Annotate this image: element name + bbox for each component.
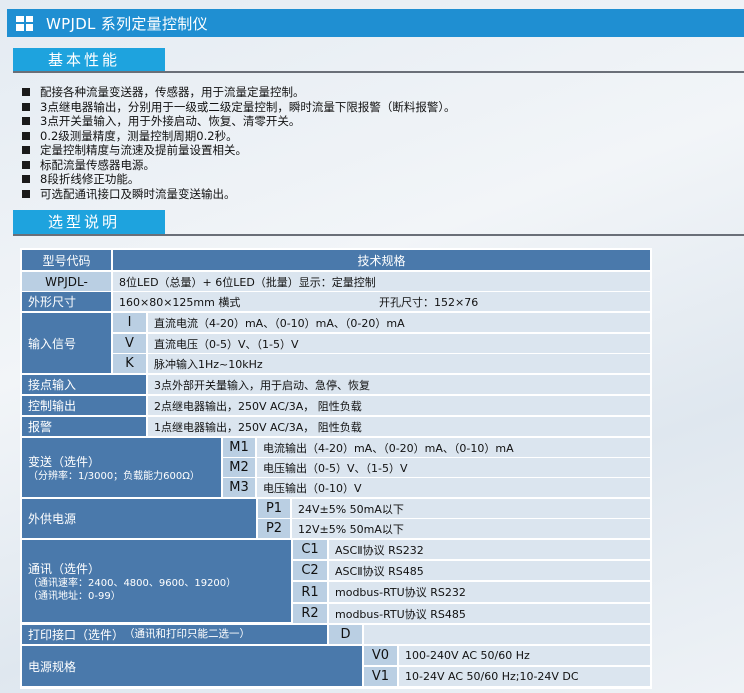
input-label: 输入信号 xyxy=(22,313,111,373)
comm-spec: modbus-RTU协议 RS485 xyxy=(329,604,650,623)
bullet-icon xyxy=(22,160,30,169)
power-spec: 100-240V AC 50/60 Hz xyxy=(399,646,650,665)
section-header-features: 基本性能 xyxy=(13,48,165,73)
list-item: 可选配通讯接口及瞬时流量变送输出。 xyxy=(22,187,456,202)
print-note: （通讯和打印只能二选一） xyxy=(124,628,251,640)
print-spec xyxy=(364,625,650,644)
input-code: V xyxy=(113,334,146,353)
input-spec: 直流电流（4-20）mA、（0-10）mA、（0-20）mA xyxy=(148,313,650,332)
header-spec: 技术规格 xyxy=(113,250,650,270)
alarm-label: 报警 xyxy=(22,417,146,436)
divider xyxy=(13,71,744,73)
list-item: 定量控制精度与流速及提前量设置相关。 xyxy=(22,143,456,158)
comm-spec: ASCⅡ协议 RS485 xyxy=(329,561,650,580)
comm-note: （通讯地址：0-99） xyxy=(28,590,121,602)
model-code: WPJDL- xyxy=(22,272,111,291)
divider xyxy=(13,234,744,236)
transmit-spec: 电压输出（0-5）V、（1-5）V xyxy=(257,458,650,477)
supply-code: P2 xyxy=(258,519,290,538)
contact-label: 接点输入 xyxy=(22,375,146,394)
comm-spec: ASCⅡ协议 RS232 xyxy=(329,540,650,559)
list-item: 3点继电器输出，分别用于一级或二级定量控制，瞬时流量下限报警（断料报警）。 xyxy=(22,100,456,115)
transmit-title: 变送（选件） xyxy=(28,454,101,469)
bullet-icon xyxy=(22,117,30,126)
supply-code: P1 xyxy=(258,499,290,518)
transmit-spec: 电压输出（0-10）V xyxy=(257,478,650,497)
input-spec: 脉冲输入1Hz~10kHz xyxy=(148,354,650,373)
bullet-icon xyxy=(22,131,30,140)
input-spec: 直流电压（0-5）V、（1-5）V xyxy=(148,334,650,353)
contact-spec: 3点外部开关量输入，用于启动、急停、恢复 xyxy=(148,375,650,394)
bullet-icon xyxy=(22,146,30,155)
header-code: 型号代码 xyxy=(22,250,111,270)
feature-list: 配接各种流量变送器，传感器，用于流量定量控制。 3点继电器输出，分别用于一级或二… xyxy=(22,85,456,201)
power-label: 电源规格 xyxy=(22,646,362,686)
size-spec: 160×80×125mm 横式 开孔尺寸：152×76 xyxy=(113,292,650,311)
list-item: 0.2级测量精度，测量控制周期0.2秒。 xyxy=(22,129,456,144)
feature-text: 3点继电器输出，分别用于一级或二级定量控制，瞬时流量下限报警（断料报警）。 xyxy=(40,99,456,114)
comm-title: 通讯（选件） xyxy=(28,561,101,576)
comm-code: R2 xyxy=(293,604,327,623)
bullet-icon xyxy=(22,102,30,111)
transmit-label: 变送（选件） （分辨率：1/3000；负载能力600Ω） xyxy=(22,438,221,497)
title-bar: WPJDL 系列定量控制仪 xyxy=(7,9,744,37)
feature-text: 配接各种流量变送器，传感器，用于流量定量控制。 xyxy=(40,85,305,99)
bullet-icon xyxy=(22,88,30,97)
transmit-note: （分辨率：1/3000；负载能力600Ω） xyxy=(28,470,200,482)
bullet-icon xyxy=(22,175,30,184)
list-item: 标配流量传感器电源。 xyxy=(22,158,456,173)
feature-text: 0.2级测量精度，测量控制周期0.2秒。 xyxy=(40,128,238,143)
control-label: 控制输出 xyxy=(22,396,146,415)
print-title: 打印接口（选件） xyxy=(28,628,125,642)
comm-spec: modbus-RTU协议 RS232 xyxy=(329,582,650,602)
comm-code: R1 xyxy=(293,582,327,602)
feature-text: 定量控制精度与流速及提前量设置相关。 xyxy=(40,143,247,157)
supply-spec: 12V±5% 50mA以下 xyxy=(292,519,650,538)
transmit-code: M2 xyxy=(223,458,255,477)
transmit-code: M1 xyxy=(223,438,255,457)
alarm-spec: 1点继电器输出，250V AC/3A， 阻性负载 xyxy=(148,417,650,436)
size-value: 160×80×125mm 横式 xyxy=(119,295,241,309)
power-spec: 10-24V AC 50/60 Hz;10-24V DC xyxy=(399,667,650,686)
input-code: I xyxy=(113,313,146,332)
power-code: V0 xyxy=(364,646,397,665)
list-item: 8段折线修正功能。 xyxy=(22,172,456,187)
comm-code: C1 xyxy=(293,540,327,559)
feature-text: 可选配通讯接口及瞬时流量变送输出。 xyxy=(40,186,236,201)
transmit-spec: 电流输出（4-20）mA、（0-20）mA、（0-10）mA xyxy=(257,438,650,457)
section-header-selection: 选型说明 xyxy=(13,210,165,235)
model-spec: 8位LED（总量）+ 6位LED（批量）显示：定量控制 xyxy=(113,272,650,291)
size-label: 外形尺寸 xyxy=(22,292,111,311)
input-code: K xyxy=(113,354,146,373)
feature-text: 3点开关量输入，用于外接启动、恢复、清零开关。 xyxy=(40,114,301,128)
transmit-code: M3 xyxy=(223,478,255,497)
comm-code: C2 xyxy=(293,561,327,580)
cutout-value: 开孔尺寸：152×76 xyxy=(379,295,479,309)
windows-logo-icon xyxy=(16,15,33,31)
print-label: 打印接口（选件） （通讯和打印只能二选一） xyxy=(22,625,327,644)
feature-text: 8段折线修正功能。 xyxy=(40,172,140,186)
feature-text: 标配流量传感器电源。 xyxy=(40,157,155,172)
supply-spec: 24V±5% 50mA以下 xyxy=(292,499,650,518)
control-spec: 2点继电器输出，250V AC/3A， 阻性负载 xyxy=(148,396,650,415)
list-item: 配接各种流量变送器，传感器，用于流量定量控制。 xyxy=(22,85,456,100)
comm-label: 通讯（选件） （通讯速率：2400、4800、9600、19200） （通讯地址：0… xyxy=(22,540,291,622)
power-code: V1 xyxy=(364,667,397,686)
supply-label: 外供电源 xyxy=(22,499,256,538)
page-title: WPJDL 系列定量控制仪 xyxy=(46,14,208,33)
list-item: 3点开关量输入，用于外接启动、恢复、清零开关。 xyxy=(22,114,456,129)
bullet-icon xyxy=(22,189,30,198)
print-code: D xyxy=(329,625,362,644)
comm-note: （通讯速率：2400、4800、9600、19200） xyxy=(28,577,237,589)
